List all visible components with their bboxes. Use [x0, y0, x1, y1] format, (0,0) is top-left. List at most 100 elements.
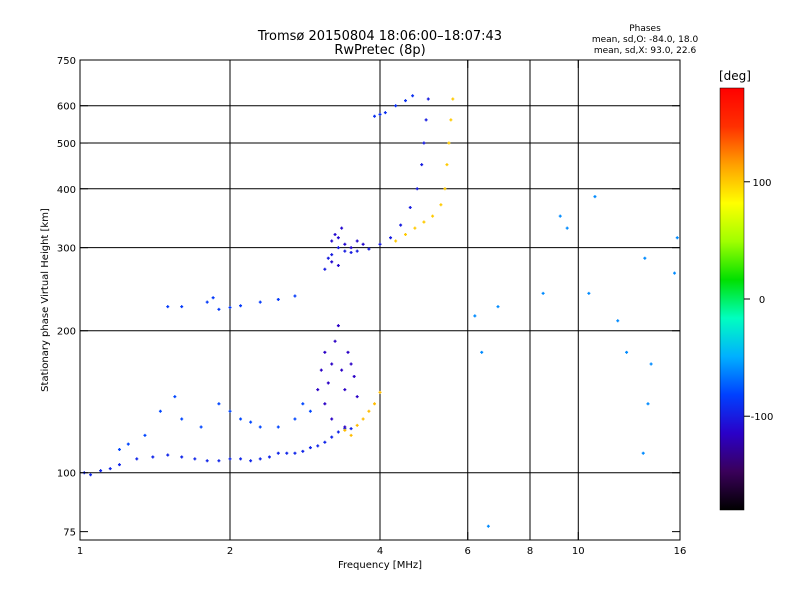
data-point: [616, 319, 620, 323]
data-point: [373, 114, 377, 118]
data-point: [135, 457, 139, 461]
x-tick-label: 6: [465, 546, 471, 557]
data-point: [239, 304, 243, 308]
data-point: [394, 104, 398, 108]
data-point: [424, 118, 428, 122]
data-point: [565, 226, 569, 230]
y-tick-label: 750: [57, 56, 76, 67]
data-point: [558, 214, 562, 218]
y-tick-label: 100: [57, 469, 76, 480]
data-point: [173, 395, 177, 399]
data-point: [422, 141, 426, 145]
data-point: [336, 246, 340, 250]
data-point: [330, 435, 334, 439]
y-tick-label: 600: [57, 102, 76, 113]
data-point: [319, 368, 323, 372]
y-tick-label: 300: [57, 244, 76, 255]
data-point: [413, 226, 417, 230]
data-point: [285, 451, 289, 455]
data-point: [378, 112, 382, 116]
data-point: [301, 402, 305, 406]
data-point: [333, 339, 337, 343]
data-point: [323, 350, 327, 354]
x-tick-label: 10: [572, 546, 585, 557]
data-point: [349, 433, 353, 437]
data-point: [649, 362, 653, 366]
x-axis-label: Frequency [MHz]: [338, 560, 422, 571]
data-point: [343, 425, 347, 429]
data-point: [228, 457, 232, 461]
data-point: [330, 253, 334, 257]
data-point: [239, 457, 243, 461]
data-point: [541, 291, 545, 295]
data-point: [228, 306, 232, 310]
data-point: [323, 440, 327, 444]
data-point: [673, 271, 677, 275]
y-tick-label: 500: [57, 139, 76, 150]
data-point: [355, 249, 359, 253]
data-point: [361, 242, 365, 246]
data-point: [308, 446, 312, 450]
data-point: [249, 459, 253, 463]
data-point: [445, 163, 449, 167]
data-point: [108, 467, 112, 471]
data-point: [301, 449, 305, 453]
data-point: [99, 469, 103, 473]
data-point: [343, 428, 347, 432]
data-point: [89, 473, 93, 477]
data-point: [217, 307, 221, 311]
data-point: [422, 220, 426, 224]
data-point: [473, 314, 477, 318]
data-point: [323, 267, 327, 271]
data-point: [355, 423, 359, 427]
data-point: [211, 296, 215, 300]
data-point: [675, 236, 679, 240]
data-point: [389, 236, 393, 240]
data-point: [316, 388, 320, 392]
data-point: [343, 242, 347, 246]
data-point: [326, 256, 330, 260]
data-point: [431, 214, 435, 218]
data-point: [336, 430, 340, 434]
data-point: [625, 350, 629, 354]
data-point: [394, 239, 398, 243]
data-point: [641, 451, 645, 455]
data-point: [340, 368, 344, 372]
data-point: [367, 247, 371, 251]
y-axis-label: Stationary phase Virtual Height [km]: [40, 208, 51, 392]
data-point: [276, 425, 280, 429]
data-point: [355, 239, 359, 243]
colorbar-tick-label: 100: [752, 178, 771, 189]
colorbar-tick-label: -100: [751, 412, 774, 423]
data-point: [308, 409, 312, 413]
data-point: [439, 203, 443, 207]
data-point: [355, 395, 359, 399]
data-point: [126, 442, 130, 446]
grid-lines: [80, 60, 680, 540]
data-point: [343, 388, 347, 392]
data-point: [349, 251, 353, 255]
data-point: [336, 236, 340, 240]
data-point: [399, 223, 403, 227]
data-point: [249, 420, 253, 424]
data-point: [323, 402, 327, 406]
legend-line-o: mean, sd,O: -84.0, 18.0: [592, 35, 699, 45]
data-point: [239, 417, 243, 421]
data-point: [180, 455, 184, 459]
data-point: [349, 427, 353, 431]
x-tick-label: 4: [377, 546, 383, 557]
data-point: [646, 402, 650, 406]
chart-title: Tromsø 20150804 18:06:00–18:07:43: [257, 29, 502, 44]
data-point: [330, 362, 334, 366]
data-point: [408, 206, 412, 210]
data-point: [205, 300, 209, 304]
data-point: [480, 350, 484, 354]
data-point: [217, 402, 221, 406]
data-point: [258, 300, 262, 304]
data-point: [258, 457, 262, 461]
data-point: [349, 246, 353, 250]
legend-line-x: mean, sd,X: 93.0, 22.6: [594, 46, 697, 56]
data-point: [276, 451, 280, 455]
data-point: [333, 232, 337, 236]
data-point: [426, 97, 430, 101]
